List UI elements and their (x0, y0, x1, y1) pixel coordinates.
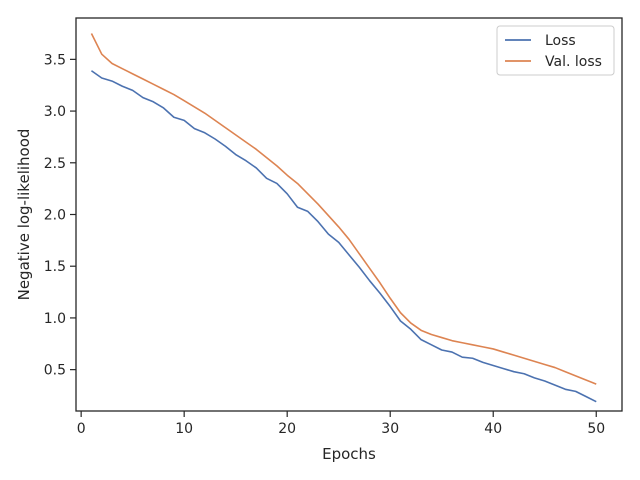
legend-label: Loss (545, 33, 576, 49)
y-tick-label: 1.5 (44, 259, 66, 275)
x-axis: 0 10 20 30 40 50 (77, 411, 605, 437)
series-line-loss (90, 70, 597, 403)
y-axis-label: Negative log-likelihood (15, 129, 33, 301)
series-lines (90, 33, 597, 403)
y-tick-label: 1.0 (44, 311, 66, 327)
plot-area (75, 17, 623, 412)
legend: Loss Val. loss (496, 25, 615, 76)
y-tick-label: 3.5 (44, 52, 66, 68)
x-tick-label: 30 (381, 421, 399, 437)
series-line-val-loss (90, 33, 597, 385)
x-tick-label: 40 (484, 421, 502, 437)
x-tick-label: 10 (175, 421, 193, 437)
x-tick-label: 50 (587, 421, 605, 437)
x-tick-label: 20 (278, 421, 296, 437)
y-tick-label: 3.0 (44, 104, 66, 120)
y-tick-label: 2.0 (44, 208, 66, 224)
x-axis-label: Epochs (322, 445, 376, 463)
legend-box (496, 25, 615, 76)
y-axis: 0.5 1.0 1.5 2.0 2.5 3.0 3.5 (44, 52, 76, 379)
x-tick-label: 0 (77, 421, 86, 437)
y-tick-label: 0.5 (44, 363, 66, 379)
legend-label: Val. loss (545, 54, 602, 70)
y-tick-label: 2.5 (44, 156, 66, 172)
